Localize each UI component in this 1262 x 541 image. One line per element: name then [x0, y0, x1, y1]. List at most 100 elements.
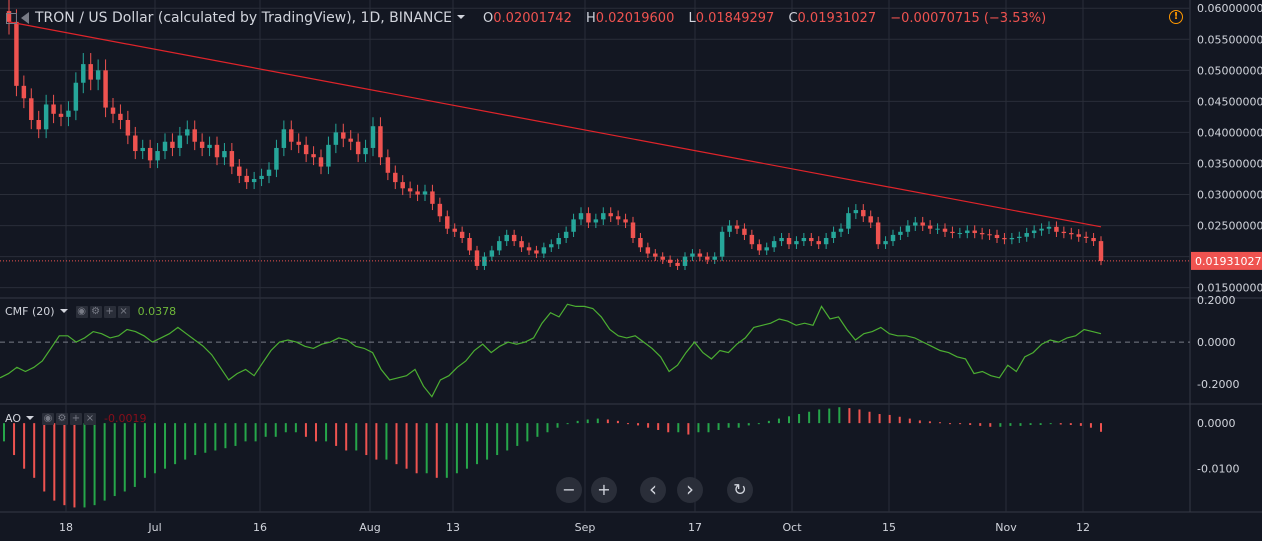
ao-bar	[274, 423, 277, 437]
add-icon[interactable]: +	[103, 305, 116, 318]
ao-value: -0.0019	[104, 412, 147, 425]
add-icon[interactable]: +	[70, 412, 82, 425]
candle	[385, 157, 391, 173]
chevron-down-icon[interactable]	[457, 15, 466, 19]
ao-bar	[1039, 423, 1042, 425]
candle	[289, 129, 294, 142]
reset-button[interactable]: ↻	[727, 477, 753, 503]
cmf-value: 0.0378	[137, 305, 177, 318]
candle	[407, 188, 413, 192]
candle	[608, 213, 613, 217]
candle	[630, 222, 636, 238]
close-icon[interactable]: ×	[84, 412, 96, 425]
candle	[809, 238, 814, 242]
chevron-down-icon[interactable]	[59, 308, 68, 313]
ao-bar	[33, 423, 36, 478]
zoom-in-button[interactable]: +	[591, 477, 617, 503]
collapse-icon[interactable]	[6, 12, 17, 24]
settings-icon[interactable]: ⚙	[56, 412, 68, 425]
close-icon[interactable]: ×	[117, 305, 130, 318]
candle	[563, 231, 569, 238]
ao-bar	[314, 423, 317, 442]
candle	[118, 113, 123, 120]
ao-bar	[606, 419, 609, 424]
candle	[794, 241, 799, 245]
candle	[43, 104, 49, 130]
ao-bar	[1049, 423, 1052, 425]
ao-bar	[234, 423, 237, 446]
scroll-right-button[interactable]: ›	[677, 477, 703, 503]
ao-bar	[808, 411, 811, 424]
symbol-legend: TRON / US Dollar (calculated by TradingV…	[6, 10, 1056, 26]
ohlc-values: O0.02001742 H0.02019600 L0.01849297 C0.0…	[483, 11, 1056, 26]
x-tick-label: Sep	[575, 521, 596, 534]
ao-bar	[546, 423, 549, 433]
candle	[705, 256, 710, 260]
candle	[66, 110, 71, 117]
ao-bar	[415, 423, 418, 474]
ao-title[interactable]: AO	[5, 412, 21, 425]
ao-bar	[43, 423, 46, 492]
candle	[734, 225, 740, 229]
y-tick-label: 0.02500000	[1197, 220, 1262, 233]
candle	[898, 231, 903, 235]
ao-bar	[536, 423, 539, 437]
y-tick-label: 0.03000000	[1197, 189, 1262, 202]
candle	[489, 250, 495, 257]
candle	[296, 141, 301, 145]
ao-bar	[486, 423, 489, 460]
candle	[192, 129, 197, 142]
zoom-out-button[interactable]: −	[556, 477, 582, 503]
candle	[979, 233, 985, 235]
settings-icon[interactable]: ⚙	[89, 305, 102, 318]
exclamation-icon[interactable]: !	[1169, 10, 1183, 24]
ao-bar	[294, 423, 297, 433]
eye-icon[interactable]: ◉	[75, 305, 88, 318]
x-tick-label: 12	[1076, 521, 1090, 534]
candle	[482, 256, 487, 266]
candle	[36, 120, 41, 130]
candle	[697, 253, 703, 257]
ao-bar	[425, 423, 428, 474]
candle	[259, 175, 264, 179]
cmf-title[interactable]: CMF (20)	[5, 305, 55, 318]
low-value: 0.01849297	[695, 10, 775, 26]
ao-bar	[928, 421, 931, 424]
candle	[972, 230, 977, 234]
ao-bar	[989, 423, 992, 427]
ao-bar	[999, 423, 1002, 427]
ao-bar	[707, 423, 710, 433]
candle	[393, 172, 398, 183]
candle	[133, 135, 138, 152]
ao-bar	[53, 423, 56, 501]
candle	[355, 141, 361, 155]
ao-bar	[73, 423, 76, 508]
ao-bar	[818, 409, 821, 424]
eye-icon[interactable]: ◉	[42, 412, 54, 425]
high-value: 0.02019600	[595, 10, 675, 26]
candle	[779, 238, 784, 242]
scroll-left-button[interactable]: ‹	[640, 477, 666, 503]
y-tick-label: 0.06000000	[1197, 2, 1262, 15]
ao-bar	[325, 423, 328, 442]
ao-bar	[727, 423, 730, 428]
candle	[675, 262, 680, 266]
candle	[771, 241, 777, 248]
candle	[21, 85, 27, 99]
candle	[660, 256, 665, 260]
candle	[162, 141, 168, 152]
candle	[140, 147, 145, 152]
chevron-down-icon[interactable]	[26, 415, 34, 420]
symbol-title[interactable]: TRON / US Dollar (calculated by TradingV…	[35, 10, 453, 26]
candle	[222, 151, 227, 158]
candle	[1054, 226, 1059, 232]
candle	[593, 219, 599, 223]
ao-bar	[878, 414, 881, 424]
ao-bar	[828, 408, 831, 424]
cmf-y-tick-label: 0.2000	[1197, 294, 1236, 307]
ao-bar	[335, 423, 338, 446]
candle	[311, 154, 316, 158]
tv-logo-icon	[21, 12, 29, 24]
ao-bar	[23, 423, 26, 469]
